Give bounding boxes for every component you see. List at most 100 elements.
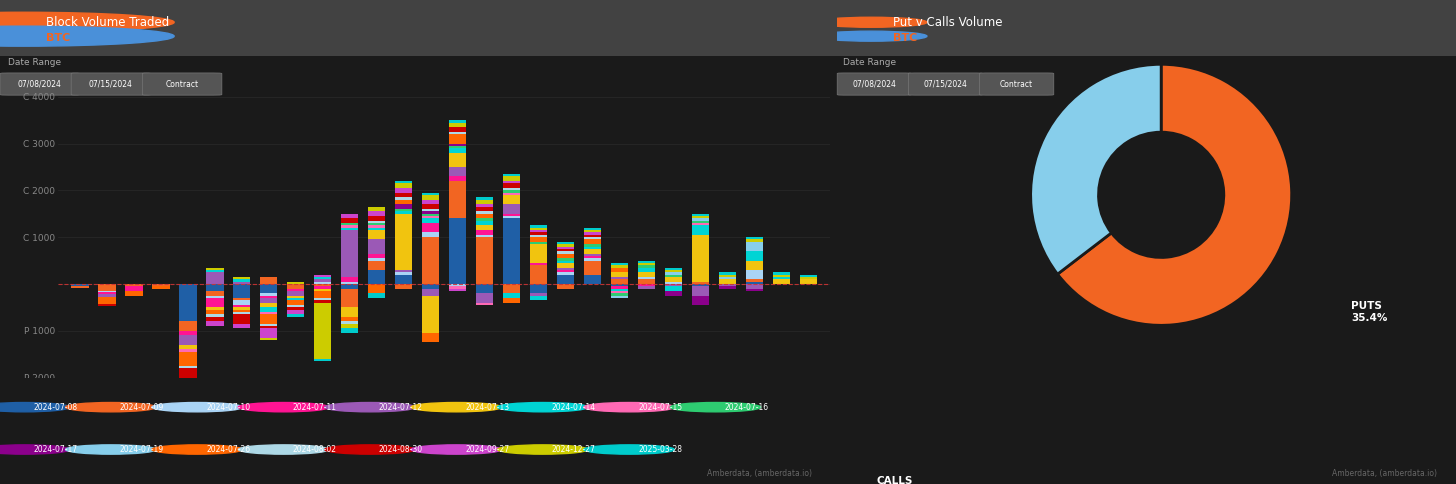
Bar: [261, 338, 278, 340]
Bar: [287, 305, 304, 307]
Bar: [638, 263, 655, 265]
Bar: [448, 284, 466, 286]
Bar: [530, 242, 547, 244]
Text: 2024-07-11: 2024-07-11: [293, 403, 336, 412]
Bar: [448, 167, 466, 176]
Bar: [422, 237, 440, 284]
Bar: [125, 286, 143, 291]
Bar: [745, 242, 763, 251]
Bar: [773, 277, 791, 279]
Bar: [692, 216, 709, 218]
Bar: [287, 284, 304, 288]
Bar: [314, 288, 332, 291]
Bar: [233, 277, 250, 279]
Bar: [719, 277, 737, 279]
Bar: [638, 268, 655, 272]
Bar: [448, 132, 466, 134]
Bar: [773, 274, 791, 277]
Bar: [610, 286, 628, 288]
Bar: [584, 232, 601, 235]
Wedge shape: [1057, 64, 1291, 325]
Bar: [692, 223, 709, 226]
Bar: [692, 214, 709, 216]
Bar: [233, 315, 250, 324]
Bar: [314, 277, 332, 279]
Bar: [98, 297, 115, 303]
Text: 2024-07-14: 2024-07-14: [552, 403, 596, 412]
Text: Amberdata, (amberdata.io): Amberdata, (amberdata.io): [708, 469, 812, 478]
Circle shape: [0, 26, 175, 46]
Bar: [638, 272, 655, 277]
Bar: [422, 232, 440, 237]
Bar: [476, 218, 494, 221]
Bar: [151, 284, 169, 286]
Bar: [395, 193, 412, 197]
FancyBboxPatch shape: [71, 73, 150, 95]
Bar: [341, 324, 358, 328]
Bar: [476, 302, 494, 305]
Bar: [692, 282, 709, 284]
Bar: [530, 235, 547, 237]
Bar: [233, 284, 250, 298]
Bar: [448, 218, 466, 284]
Bar: [530, 263, 547, 265]
Bar: [610, 288, 628, 291]
Bar: [368, 284, 386, 293]
Text: 07/15/2024: 07/15/2024: [923, 79, 967, 89]
Bar: [179, 335, 197, 345]
Bar: [664, 282, 683, 284]
Bar: [125, 284, 143, 286]
Bar: [610, 277, 628, 279]
Bar: [476, 207, 494, 212]
Bar: [179, 349, 197, 352]
Bar: [179, 352, 197, 366]
Bar: [368, 260, 386, 270]
Bar: [799, 274, 817, 277]
Bar: [745, 282, 763, 284]
FancyBboxPatch shape: [143, 73, 221, 95]
Text: 2024-07-09: 2024-07-09: [119, 403, 165, 412]
Bar: [179, 378, 197, 382]
Bar: [287, 296, 304, 298]
Bar: [71, 286, 89, 287]
Bar: [556, 274, 574, 284]
Bar: [448, 120, 466, 122]
Bar: [719, 274, 737, 277]
Bar: [261, 298, 278, 302]
Bar: [341, 317, 358, 321]
Bar: [261, 324, 278, 326]
Bar: [368, 226, 386, 228]
Bar: [745, 284, 763, 288]
Text: 2025-03-28: 2025-03-28: [638, 445, 681, 454]
Bar: [610, 284, 628, 286]
Text: 2024-07-17: 2024-07-17: [33, 445, 77, 454]
Bar: [395, 200, 412, 204]
Bar: [530, 228, 547, 230]
Bar: [233, 324, 250, 328]
Bar: [502, 293, 520, 298]
Bar: [368, 228, 386, 230]
Bar: [719, 279, 737, 284]
Text: 2024-07-16: 2024-07-16: [725, 403, 769, 412]
Text: BTC: BTC: [893, 33, 917, 44]
Bar: [368, 258, 386, 260]
Bar: [341, 288, 358, 307]
Text: 2024-08-30: 2024-08-30: [379, 445, 424, 454]
Bar: [205, 307, 224, 310]
Bar: [610, 293, 628, 296]
Bar: [476, 293, 494, 302]
Bar: [799, 277, 817, 279]
Bar: [368, 240, 386, 254]
Bar: [314, 274, 332, 277]
Bar: [422, 200, 440, 204]
Bar: [556, 263, 574, 268]
Bar: [556, 254, 574, 258]
Bar: [692, 284, 709, 286]
Bar: [692, 218, 709, 221]
Bar: [233, 300, 250, 305]
Bar: [395, 183, 412, 188]
Bar: [314, 298, 332, 300]
Bar: [692, 226, 709, 235]
Bar: [530, 265, 547, 284]
Bar: [719, 272, 737, 274]
